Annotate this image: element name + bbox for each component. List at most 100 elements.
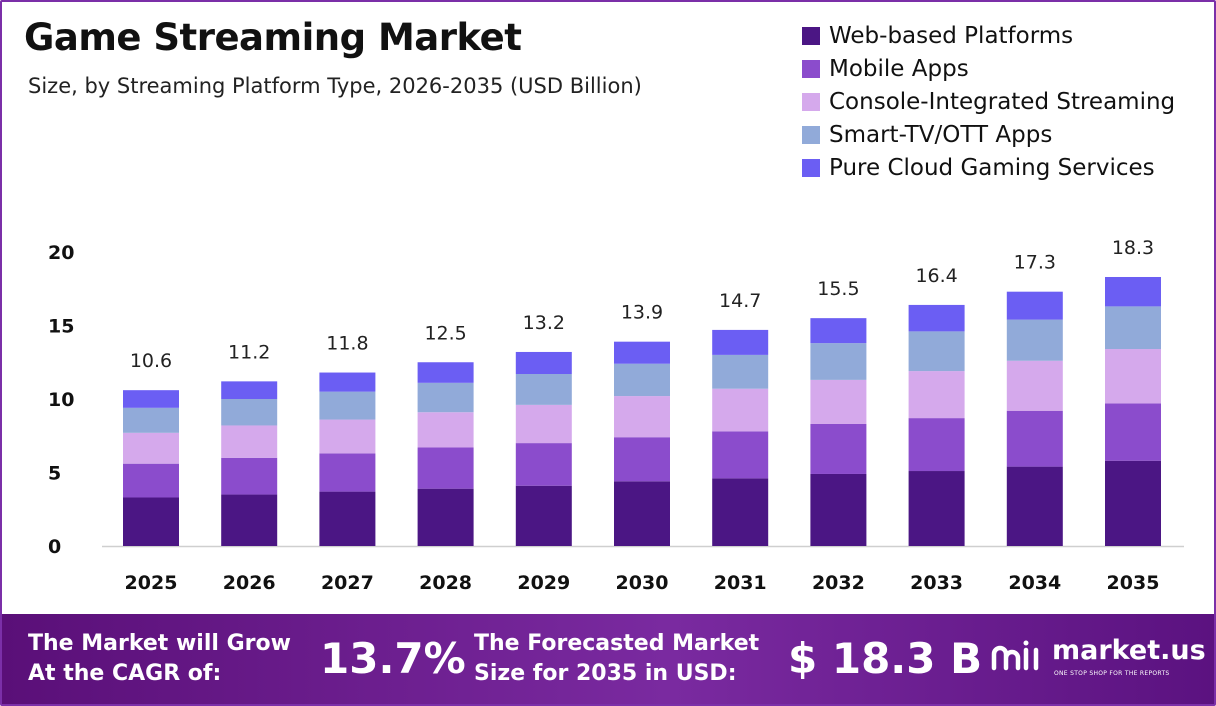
- bar-total-label: 14.7: [719, 290, 761, 312]
- x-tick-label: 2030: [616, 572, 669, 594]
- bar-total-label: 18.3: [1112, 237, 1154, 259]
- x-tick-label: 2029: [517, 572, 570, 594]
- bar-segment: [712, 388, 769, 432]
- legend-swatch: [802, 92, 820, 111]
- bar-total-label: 17.3: [1014, 252, 1056, 274]
- y-tick-label: 0: [48, 536, 61, 558]
- bar-segment: [908, 304, 965, 332]
- bar-segment: [319, 419, 376, 454]
- cagr-label-line1: The Market will Grow: [28, 631, 291, 656]
- legend-label: Console-Integrated Streaming: [829, 88, 1176, 115]
- bar-segment: [221, 425, 278, 458]
- bar-segment: [319, 453, 376, 492]
- bar-total-label: 13.9: [621, 302, 663, 324]
- legend: Web-based Platforms Mobile Apps Console-In…: [802, 19, 1175, 184]
- bar-segment: [123, 432, 179, 464]
- bar-segment: [123, 497, 179, 546]
- bar-segment: [515, 404, 572, 444]
- bar-segment: [1006, 466, 1063, 546]
- bar-segment: [515, 374, 572, 405]
- bar-segment: [908, 331, 965, 372]
- x-tick-label: 2032: [812, 572, 865, 594]
- legend-item: Web-based Platforms: [802, 19, 1175, 52]
- bar-segment: [319, 491, 376, 546]
- footer-banner: The Market will Grow At the CAGR of: 13.…: [2, 614, 1214, 704]
- bar-segment: [221, 457, 278, 495]
- bar-segment: [319, 391, 376, 420]
- bar-segment: [123, 407, 179, 433]
- bar-segment: [417, 447, 474, 489]
- bar-segment: [810, 423, 867, 474]
- legend-label: Mobile Apps: [829, 55, 969, 82]
- bar-segment: [810, 343, 867, 380]
- chart-subtitle: Size, by Streaming Platform Type, 2026-2…: [28, 74, 642, 98]
- bar-total-label: 11.8: [326, 333, 368, 355]
- brand-tagline: ONE STOP SHOP FOR THE REPORTS: [1054, 670, 1170, 677]
- legend-swatch: [802, 59, 820, 78]
- legend-item: Smart-TV/OTT Apps: [802, 118, 1175, 151]
- bar-chart: 0 5 10 15 20 10.6 2025 11.2 2026 11.8 2027 12.5 2028…: [48, 237, 1184, 594]
- x-tick-label: 2025: [125, 572, 178, 594]
- bar-segment: [1105, 403, 1161, 461]
- bar-segment: [712, 431, 769, 479]
- bar-total-label: 15.5: [817, 278, 859, 300]
- bar-segment: [614, 437, 670, 482]
- bar-segment: [712, 354, 769, 389]
- legend-swatch: [802, 125, 820, 144]
- bar-segment: [712, 329, 769, 355]
- bar-segment: [417, 488, 474, 546]
- forecast-label-line2: Size for 2035 in USD:: [474, 661, 737, 686]
- market-us-logo-icon: [991, 640, 1039, 671]
- legend-item: Mobile Apps: [802, 52, 1175, 85]
- bar-total-label: 13.2: [523, 312, 565, 334]
- bar-segment: [1105, 306, 1161, 350]
- legend-swatch: [802, 26, 820, 45]
- bar-segment: [614, 341, 670, 364]
- bar-segment: [417, 412, 474, 448]
- bar-segment: [908, 471, 965, 546]
- bar-segment: [810, 379, 867, 424]
- bar-segment: [1006, 291, 1063, 320]
- chart-title: Game Streaming Market: [24, 16, 522, 59]
- bar-total-label: 10.6: [130, 350, 172, 372]
- cagr-value: 13.7%: [320, 634, 466, 683]
- x-tick-label: 2026: [223, 572, 276, 594]
- bar-segment: [1006, 360, 1063, 411]
- bar-total-label: 11.2: [228, 341, 270, 363]
- bar-segment: [1105, 460, 1161, 546]
- bar-segment: [1105, 276, 1161, 307]
- bar-total-label: 12.5: [424, 322, 466, 344]
- brand-name: market.us: [1052, 635, 1206, 666]
- bar-segment: [123, 390, 179, 408]
- bar-segment: [221, 494, 278, 546]
- x-tick-label: 2035: [1107, 572, 1160, 594]
- bar-segment: [614, 363, 670, 397]
- bar-segment: [712, 478, 769, 546]
- bar-total-label: 16.4: [915, 265, 957, 287]
- bar-segment: [417, 382, 474, 413]
- legend-label: Web-based Platforms: [829, 22, 1074, 49]
- x-tick-label: 2033: [910, 572, 963, 594]
- bar-segment: [417, 362, 474, 383]
- legend-label: Smart-TV/OTT Apps: [829, 121, 1053, 148]
- bar-segment: [908, 418, 965, 472]
- legend-label: Pure Cloud Gaming Services: [829, 154, 1155, 181]
- bar-segment: [515, 443, 572, 486]
- forecast-label-line1: The Forecasted Market: [474, 631, 760, 656]
- forecast-value: $ 18.3 B: [788, 634, 983, 683]
- y-tick-label: 15: [48, 316, 74, 338]
- x-tick-label: 2027: [321, 572, 374, 594]
- bar-segment: [1006, 319, 1063, 361]
- y-tick-label: 20: [48, 242, 74, 264]
- x-tick-label: 2031: [714, 572, 767, 594]
- bar-segment: [515, 351, 572, 375]
- bar-segment: [221, 399, 278, 426]
- legend-item: Pure Cloud Gaming Services: [802, 151, 1175, 184]
- legend-swatch: [802, 158, 820, 177]
- bar-segment: [908, 371, 965, 419]
- legend-item: Console-Integrated Streaming: [802, 85, 1175, 118]
- bar-segment: [319, 372, 376, 392]
- y-tick-label: 10: [48, 389, 74, 411]
- bar-segment: [123, 463, 179, 498]
